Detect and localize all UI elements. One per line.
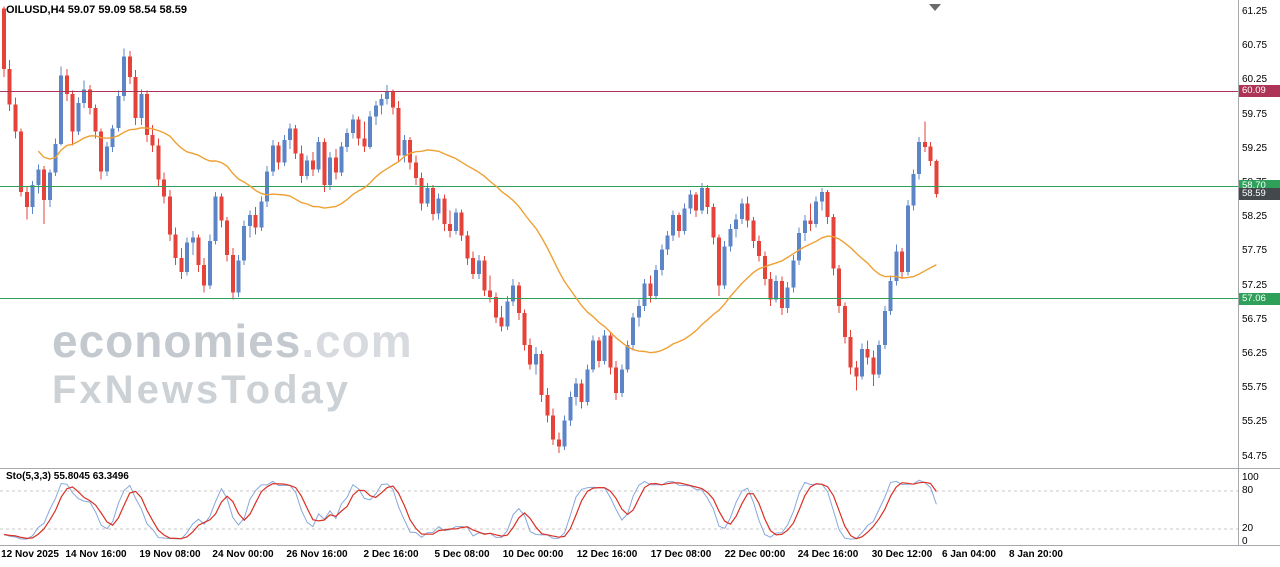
stoch-axis-label: 0 <box>1242 536 1248 547</box>
price-axis-label: 55.25 <box>1242 416 1268 427</box>
time-axis-label: 10 Dec 00:00 <box>502 549 564 560</box>
price-tag-current-bid: 58.59 <box>1239 188 1280 200</box>
price-axis-label: 60.75 <box>1242 40 1268 51</box>
time-axis-label: 17 Dec 08:00 <box>650 549 712 560</box>
price-chart-plot[interactable] <box>0 0 1238 468</box>
price-axis-label: 57.25 <box>1242 280 1268 291</box>
price-axis-label: 58.25 <box>1242 211 1268 222</box>
panel-separator[interactable] <box>0 468 1280 469</box>
price-tag-resistance-level: 60.09 <box>1239 85 1280 97</box>
time-axis-label: 24 Nov 00:00 <box>212 549 274 560</box>
stoch-axis-label: 100 <box>1242 472 1259 483</box>
price-axis-separator <box>1238 0 1239 545</box>
watermark-subbrand: FxNewsToday <box>52 368 351 412</box>
chart-ohlc-title: OILUSD,H4 59.07 59.09 58.54 58.59 <box>6 4 188 16</box>
watermark: economies.com FxNewsToday <box>52 318 413 410</box>
time-axis-label: 6 Jan 04:00 <box>942 549 996 560</box>
price-axis-label: 55.75 <box>1242 382 1268 393</box>
time-axis-label: 8 Jan 20:00 <box>1009 549 1063 560</box>
stoch-axis-label: 80 <box>1242 485 1254 496</box>
stochastic-signal-line <box>3 481 937 540</box>
time-axis-label: 30 Dec 12:00 <box>871 549 933 560</box>
price-axis-label: 59.25 <box>1242 143 1268 154</box>
watermark-brand-tld: .com <box>301 315 413 367</box>
chart-shift-marker-icon[interactable] <box>929 4 941 11</box>
stochastic-label: Sto(5,3,3) 55.8045 63.3496 <box>6 471 129 482</box>
price-axis-label: 61.25 <box>1242 6 1268 17</box>
price-axis-label: 60.25 <box>1242 74 1268 85</box>
price-axis-label: 56.75 <box>1242 314 1268 325</box>
price-axis-label: 56.25 <box>1242 348 1268 359</box>
candlestick-series <box>2 6 939 454</box>
stochastic-main-line <box>3 479 937 540</box>
price-axis-label: 57.75 <box>1242 245 1268 256</box>
time-axis-label: 14 Nov 16:00 <box>65 549 127 560</box>
time-axis-label: 12 Nov 2025 <box>1 549 59 560</box>
time-axis-label: 19 Nov 08:00 <box>139 549 201 560</box>
price-axis-label: 59.75 <box>1242 109 1268 120</box>
time-axis-label: 26 Nov 16:00 <box>286 549 348 560</box>
moving-average-line <box>37 127 937 354</box>
stoch-axis-label: 20 <box>1242 523 1254 534</box>
watermark-brand: economies.com <box>52 318 413 364</box>
time-axis-label: 5 Dec 08:00 <box>434 549 490 560</box>
price-axis-label: 54.75 <box>1242 451 1268 462</box>
time-axis[interactable]: 12 Nov 2025 14 Nov 16:00 19 Nov 08:00 24 No… <box>0 546 1238 567</box>
time-axis-separator <box>0 545 1280 546</box>
watermark-brand-name: economies <box>52 315 302 367</box>
time-axis-label: 12 Dec 16:00 <box>576 549 638 560</box>
price-tag-lower-support: 57.06 <box>1239 293 1280 305</box>
time-axis-label: 22 Dec 00:00 <box>724 549 786 560</box>
price-axis[interactable]: 61.2560.7560.2559.7559.2558.7558.2557.75… <box>1238 0 1280 567</box>
time-axis-label: 24 Dec 16:00 <box>797 549 859 560</box>
time-axis-label: 2 Dec 16:00 <box>363 549 419 560</box>
stochastic-plot[interactable] <box>0 469 1238 545</box>
